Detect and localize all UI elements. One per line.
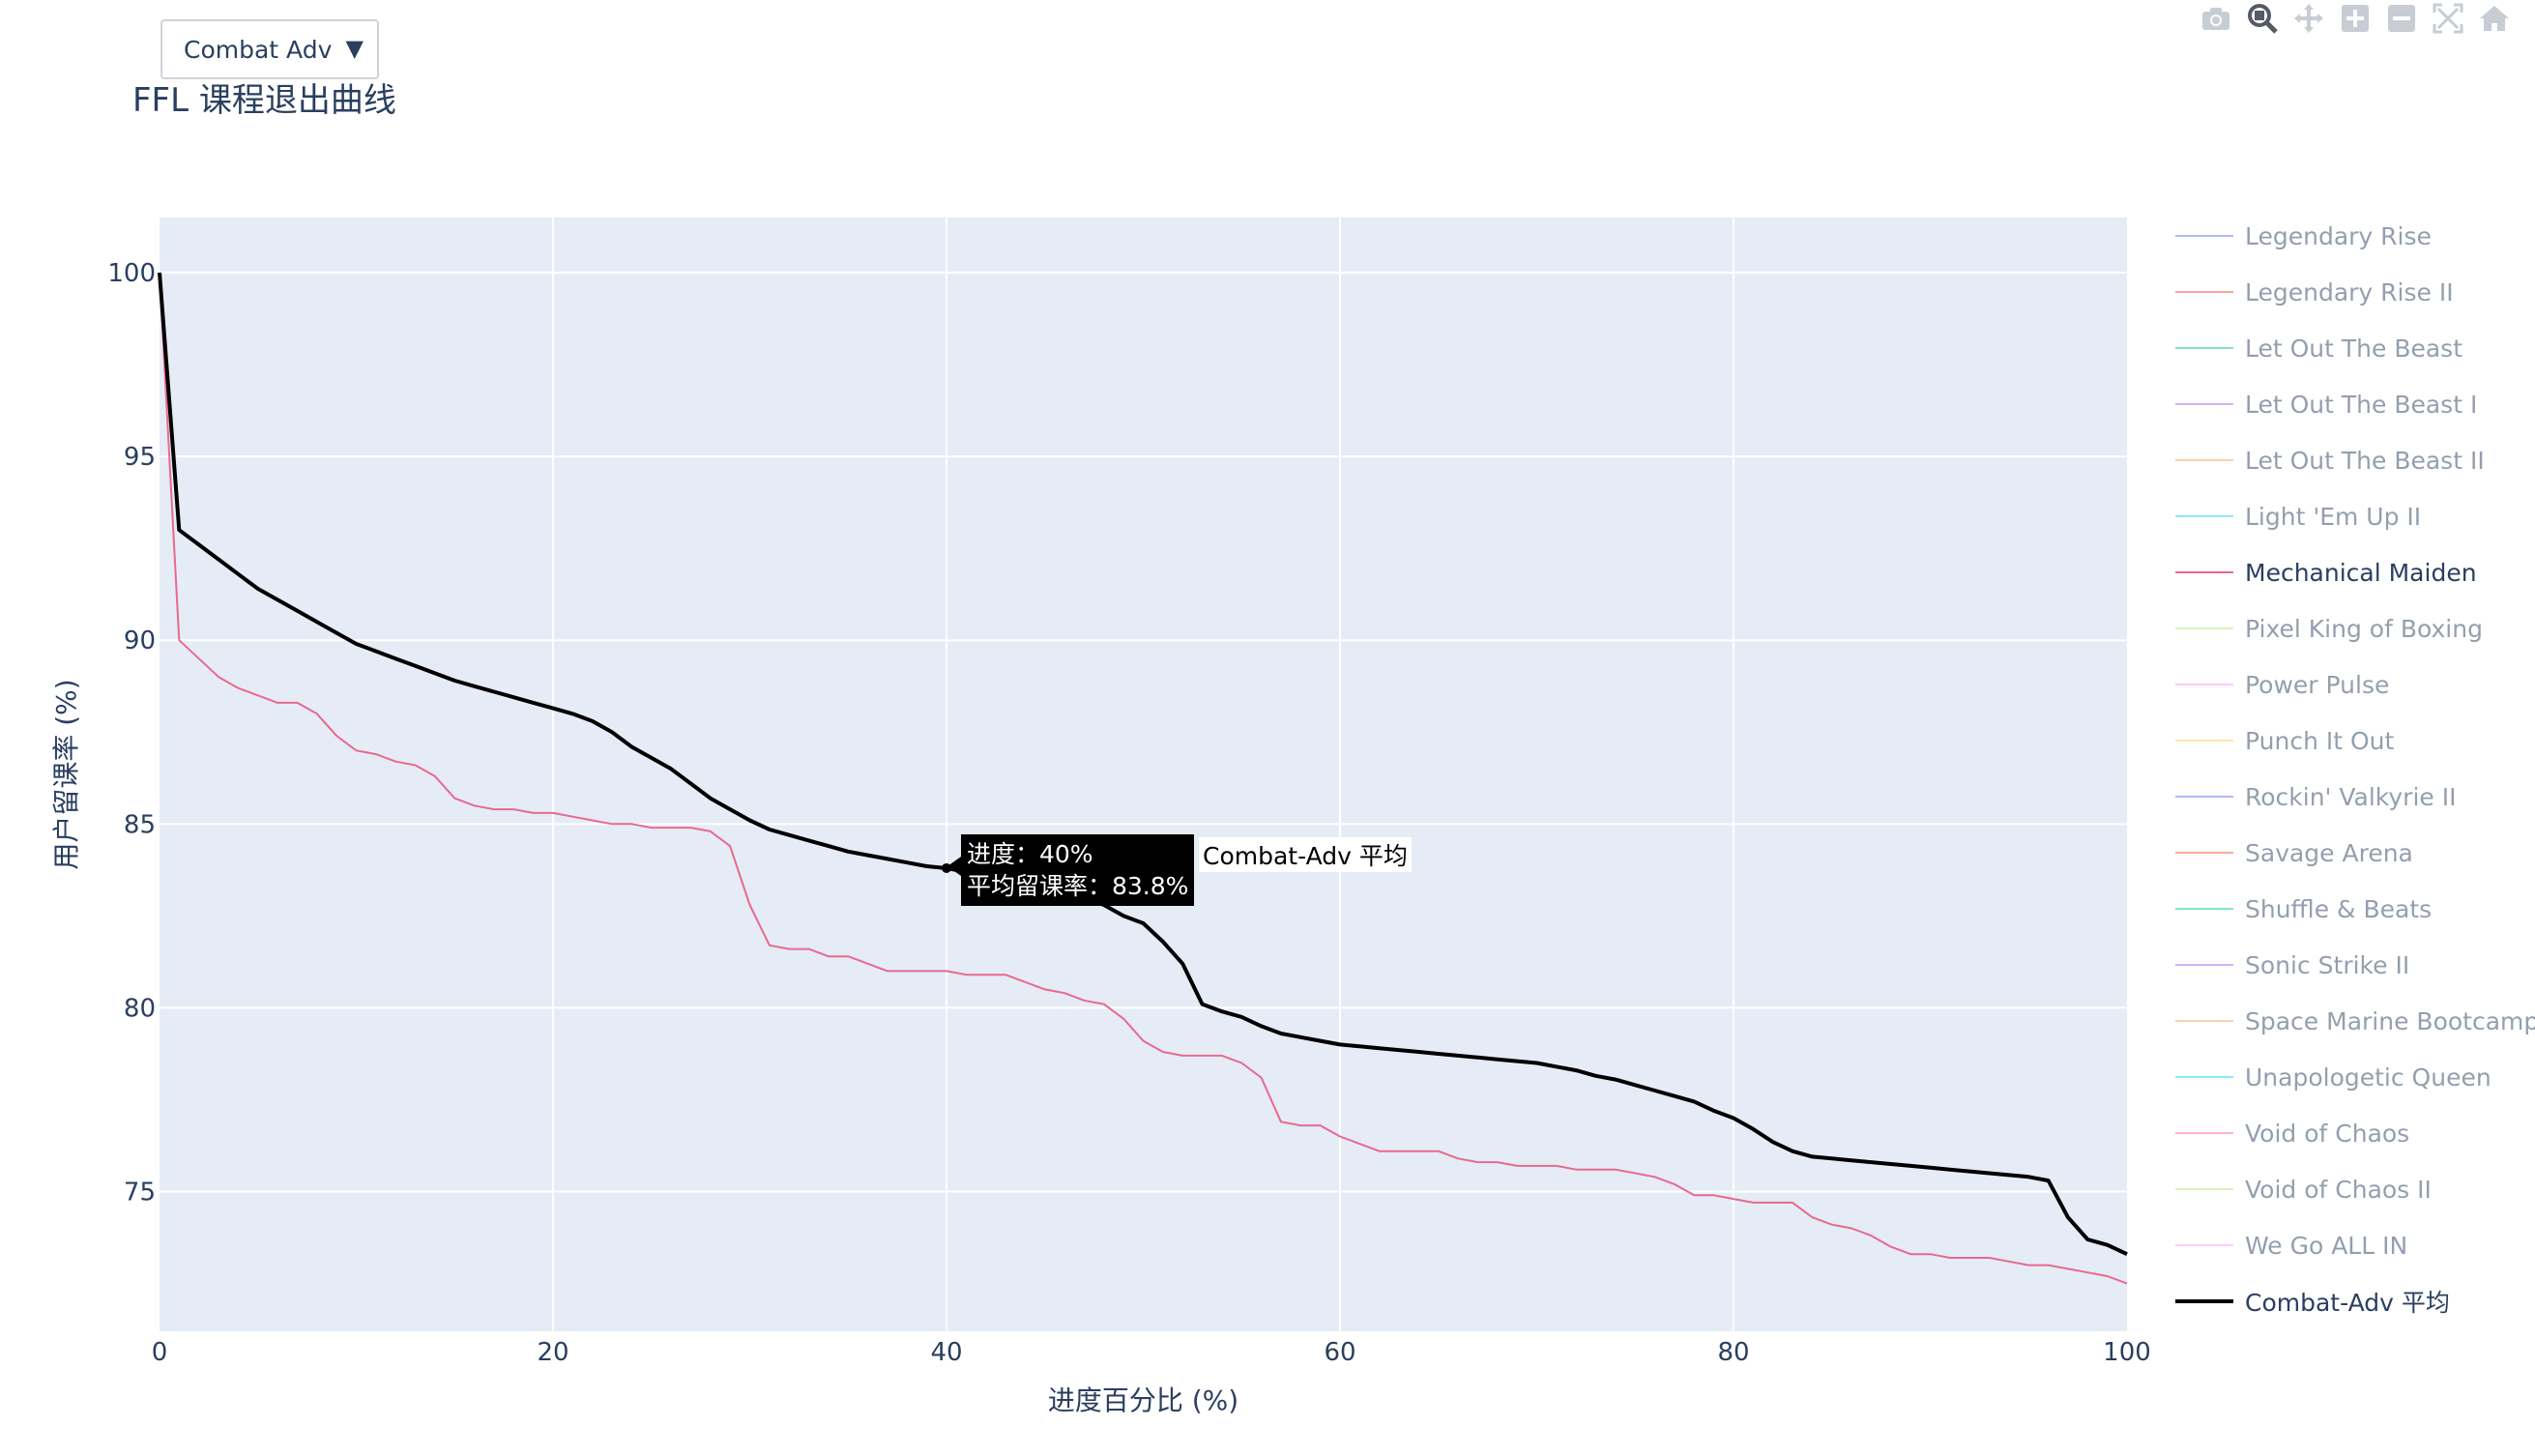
legend-item[interactable]: We Go ALL IN bbox=[2175, 1226, 2407, 1265]
legend-swatch bbox=[2175, 964, 2233, 966]
legend-item[interactable]: Shuffle & Beats bbox=[2175, 889, 2432, 928]
y-tick-labels: 75 80 85 90 95 100 bbox=[107, 259, 156, 1207]
legend-swatch bbox=[2175, 347, 2233, 349]
legend-label: Space Marine Bootcamp bbox=[2245, 1006, 2535, 1035]
legend-label: Legendary Rise bbox=[2245, 221, 2432, 250]
legend-item[interactable]: Legendary Rise II bbox=[2175, 273, 2454, 311]
legend-item[interactable]: Void of Chaos bbox=[2175, 1114, 2409, 1152]
zoom-in-icon[interactable] bbox=[2334, 0, 2376, 37]
legend-item[interactable]: Rockin' Valkyrie II bbox=[2175, 777, 2456, 816]
legend-label: Legendary Rise II bbox=[2245, 277, 2454, 306]
legend-item[interactable]: Unapologetic Queen bbox=[2175, 1058, 2491, 1096]
camera-icon[interactable] bbox=[2195, 0, 2237, 37]
legend-label: Pixel King of Boxing bbox=[2245, 614, 2483, 643]
y-tick-label: 80 bbox=[124, 994, 156, 1023]
modebar bbox=[2195, 0, 2516, 39]
x-tick-label: 0 bbox=[152, 1338, 168, 1367]
chart-title: FFL 课程退出曲线 bbox=[132, 81, 396, 120]
legend-label: Let Out The Beast II bbox=[2245, 446, 2485, 475]
legend-label: Mechanical Maiden bbox=[2245, 558, 2477, 587]
legend-swatch bbox=[2175, 627, 2233, 629]
autoscale-icon[interactable] bbox=[2427, 0, 2469, 37]
series-line[interactable] bbox=[159, 272, 2128, 1285]
legend-swatch bbox=[2175, 908, 2233, 910]
tooltip-retention: 平均留课率：83.8% bbox=[967, 872, 1189, 900]
legend-item[interactable]: Space Marine Bootcamp bbox=[2175, 1002, 2535, 1040]
dropdown-selected-value: Combat Adv bbox=[184, 35, 333, 64]
legend-swatch bbox=[2175, 1188, 2233, 1190]
legend-label: Let Out The Beast I bbox=[2245, 390, 2478, 419]
legend-item[interactable]: Savage Arena bbox=[2175, 833, 2413, 872]
x-tick-label: 40 bbox=[930, 1338, 962, 1367]
series-line[interactable] bbox=[158, 272, 2128, 1257]
plot-area[interactable] bbox=[160, 218, 2127, 1331]
legend-label: Sonic Strike II bbox=[2245, 950, 2410, 979]
legend-item[interactable]: Light 'Em Up II bbox=[2175, 497, 2421, 536]
legend-swatch bbox=[2175, 515, 2233, 517]
legend-swatch bbox=[2175, 1299, 2233, 1303]
x-tick-label: 100 bbox=[2103, 1338, 2151, 1367]
legend-label: Void of Chaos bbox=[2245, 1119, 2410, 1148]
legend-swatch bbox=[2175, 852, 2233, 854]
tooltip-series-name: Combat-Adv 平均 bbox=[1199, 837, 1412, 872]
tooltip-progress: 进度：40% bbox=[967, 840, 1093, 868]
legend-swatch bbox=[2175, 1244, 2233, 1246]
legend-swatch bbox=[2175, 684, 2233, 685]
legend-label: Combat-Adv 平均 bbox=[2245, 1289, 2450, 1317]
legend-swatch bbox=[2175, 459, 2233, 461]
legend-item[interactable]: Legendary Rise bbox=[2175, 217, 2432, 255]
legend-swatch bbox=[2175, 1020, 2233, 1022]
legend-swatch bbox=[2175, 571, 2233, 573]
y-tick-label: 85 bbox=[124, 810, 156, 839]
legend-label: Rockin' Valkyrie II bbox=[2245, 782, 2457, 811]
legend-item[interactable]: Let Out The Beast I bbox=[2175, 385, 2477, 423]
y-axis-label: 用户留课率 (%) bbox=[50, 679, 82, 869]
legend-label: We Go ALL IN bbox=[2245, 1231, 2408, 1260]
legend-label: Light 'Em Up II bbox=[2245, 502, 2422, 531]
x-tick-label: 20 bbox=[537, 1338, 568, 1367]
course-filter-dropdown[interactable]: Combat Adv ▼ bbox=[160, 19, 379, 79]
zoom-out-icon[interactable] bbox=[2380, 0, 2423, 37]
legend-swatch bbox=[2175, 1076, 2233, 1078]
legend-label: Power Pulse bbox=[2245, 670, 2390, 699]
legend-label: Void of Chaos II bbox=[2245, 1175, 2432, 1204]
legend-label: Shuffle & Beats bbox=[2245, 894, 2433, 923]
legend-swatch bbox=[2175, 1132, 2233, 1134]
zoom-icon[interactable] bbox=[2241, 0, 2284, 37]
y-tick-label: 100 bbox=[107, 259, 156, 288]
legend-swatch bbox=[2175, 403, 2233, 405]
x-tick-label: 80 bbox=[1717, 1338, 1749, 1367]
legend-swatch bbox=[2175, 740, 2233, 742]
legend-item[interactable]: Punch It Out bbox=[2175, 721, 2394, 760]
pan-icon[interactable] bbox=[2287, 0, 2330, 37]
reset-axes-icon[interactable] bbox=[2473, 0, 2516, 37]
legend-item[interactable]: Power Pulse bbox=[2175, 665, 2389, 704]
legend-item[interactable]: Sonic Strike II bbox=[2175, 946, 2409, 984]
y-tick-label: 95 bbox=[124, 443, 156, 472]
y-tick-label: 90 bbox=[124, 626, 156, 655]
x-axis-label: 进度百分比 (%) bbox=[1048, 1384, 1238, 1416]
x-tick-labels: 0 20 40 60 80 100 bbox=[152, 1338, 2151, 1367]
series-lines bbox=[158, 272, 2128, 1285]
legend-swatch bbox=[2175, 291, 2233, 293]
legend-swatch bbox=[2175, 235, 2233, 237]
legend-label: Punch It Out bbox=[2245, 726, 2395, 755]
legend-swatch bbox=[2175, 796, 2233, 798]
tooltip-pointer bbox=[947, 857, 961, 876]
hover-tooltip: 进度：40% 平均留课率：83.8% bbox=[961, 834, 1195, 906]
y-tick-label: 75 bbox=[124, 1179, 156, 1208]
legend-item[interactable]: Void of Chaos II bbox=[2175, 1170, 2432, 1208]
legend-item[interactable]: Let Out The Beast II bbox=[2175, 441, 2485, 480]
legend-item[interactable]: Combat-Adv 平均 bbox=[2175, 1282, 2450, 1321]
legend-item[interactable]: Pixel King of Boxing bbox=[2175, 609, 2483, 648]
legend-label: Unapologetic Queen bbox=[2245, 1063, 2491, 1092]
legend-item[interactable]: Let Out The Beast bbox=[2175, 329, 2462, 367]
legend-item[interactable]: Mechanical Maiden bbox=[2175, 553, 2477, 592]
caret-down-icon: ▼ bbox=[345, 35, 364, 62]
legend-label: Let Out The Beast bbox=[2245, 334, 2463, 363]
legend-label: Savage Arena bbox=[2245, 838, 2413, 867]
x-tick-label: 60 bbox=[1324, 1338, 1355, 1367]
grid-lines bbox=[160, 218, 2127, 1331]
